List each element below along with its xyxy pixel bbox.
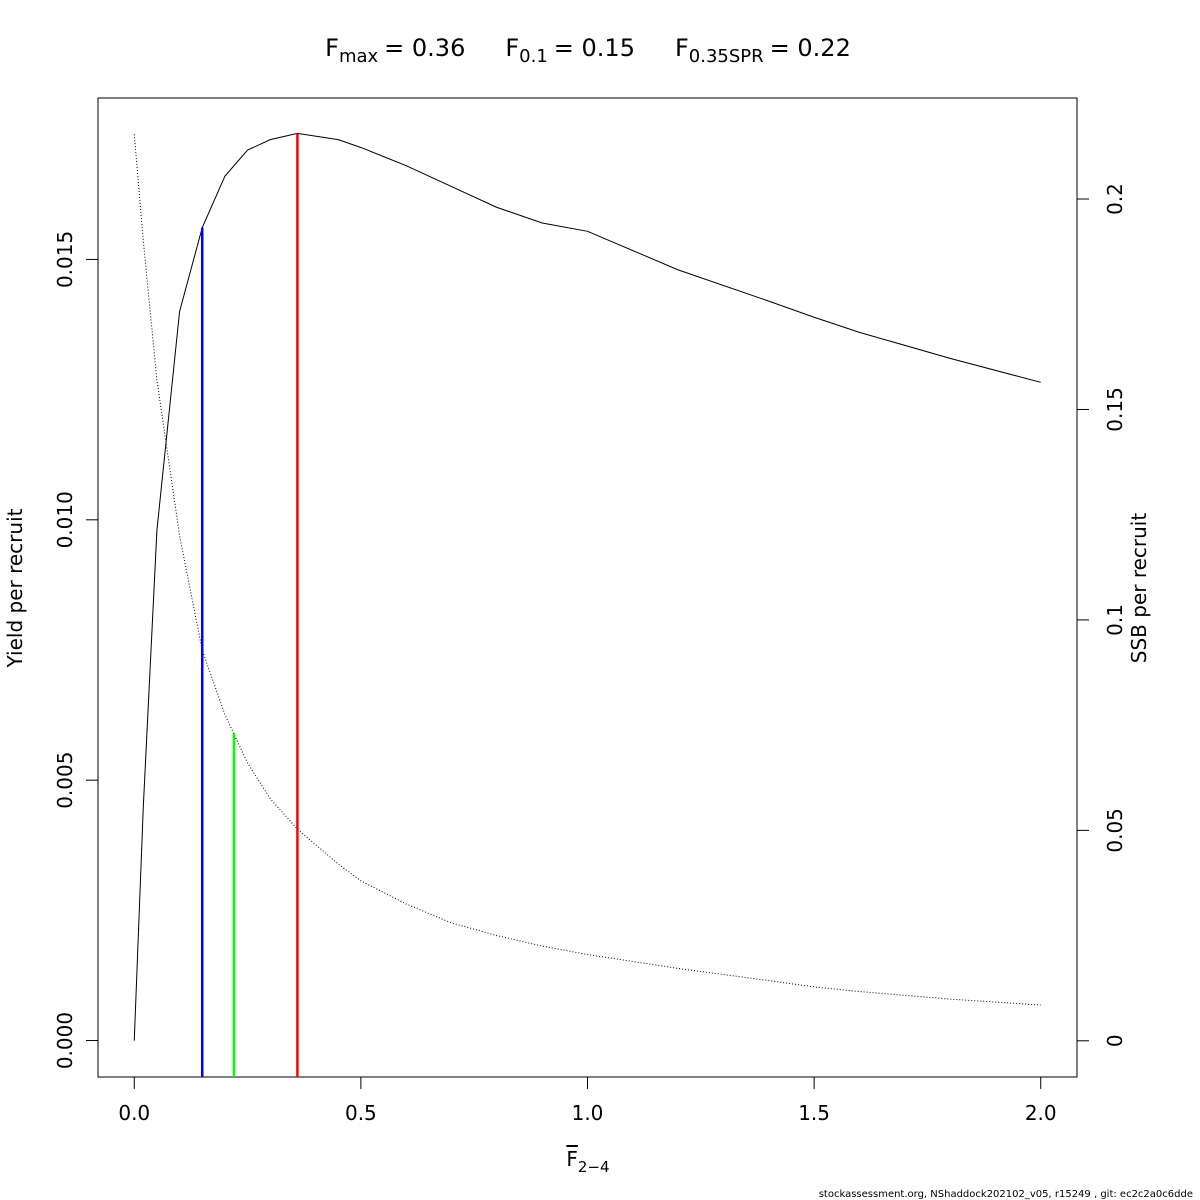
x-tick-label: 0.0: [118, 1101, 150, 1125]
title-subscript: 0.1: [519, 46, 548, 67]
title-symbol: F: [675, 34, 689, 62]
y-tick-label: 0.010: [53, 491, 77, 548]
y2-tick-label: 0.1: [1103, 604, 1127, 636]
footer: stockassessment.org, NShaddock202102_v05…: [819, 1189, 1193, 1200]
x-label-symbol: F: [566, 1147, 578, 1171]
y2-axis-label: SSB per recruit: [1127, 513, 1151, 664]
y2-tick-label: 0.15: [1103, 387, 1127, 432]
y2-tick-label: 0.05: [1103, 808, 1127, 853]
series-line: [133, 132, 1041, 1041]
y-tick-label: 0.005: [53, 752, 77, 809]
x-tick-label: 1.0: [572, 1101, 604, 1125]
x-label-subscript: 2−4: [578, 1158, 610, 1176]
title-symbol: F: [325, 34, 339, 62]
x-tick-label: 2.0: [1025, 1101, 1057, 1125]
chart-title: Fmax = 0.36 F0.1 = 0.15 F0.35SPR = 0.22: [325, 34, 851, 67]
x-tick-label: 0.5: [345, 1101, 377, 1125]
y-tick-label: 0.015: [53, 231, 77, 288]
title-value: = 0.15: [554, 34, 635, 62]
y-axis-label: Yield per recruit: [3, 508, 27, 668]
x-axis-label: F2−4: [566, 1147, 609, 1176]
y2-tick-label: 0.2: [1103, 183, 1127, 215]
series-line: [133, 134, 1041, 1006]
y-tick-label: 0.000: [53, 1012, 77, 1069]
title-subscript: max: [339, 46, 379, 67]
title-value: = 0.22: [770, 34, 851, 62]
title-value: = 0.36: [384, 34, 465, 62]
title-symbol: F: [505, 34, 519, 62]
y2-tick-label: 0: [1103, 1034, 1127, 1047]
plot-frame: [97, 97, 1078, 1078]
title-subscript: 0.35SPR: [689, 46, 764, 67]
x-tick-label: 1.5: [798, 1101, 830, 1125]
